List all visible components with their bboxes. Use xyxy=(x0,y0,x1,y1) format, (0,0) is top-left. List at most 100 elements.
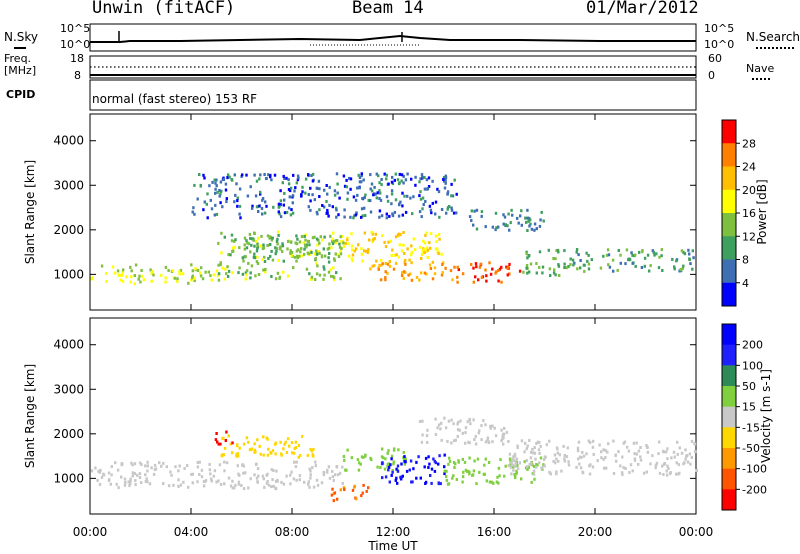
heatmap-cell xyxy=(582,454,586,458)
heatmap-cell xyxy=(360,455,364,459)
heatmap-cell xyxy=(289,251,292,255)
heatmap-cell xyxy=(569,257,572,261)
heatmap-cell xyxy=(448,459,452,463)
heatmap-cell xyxy=(438,423,441,427)
heatmap-cell xyxy=(295,259,298,263)
heatmap-cell xyxy=(290,251,294,254)
heatmap-cell xyxy=(563,266,566,269)
heatmap-cell xyxy=(270,485,273,489)
heatmap-cell xyxy=(508,272,511,276)
heatmap-cell xyxy=(442,176,446,179)
heatmap-cell xyxy=(437,462,440,466)
heatmap-cell xyxy=(293,451,296,455)
heatmap-cell xyxy=(451,476,454,480)
heatmap-cell xyxy=(331,469,334,473)
heatmap-cell xyxy=(628,258,632,262)
heatmap-cell xyxy=(399,200,402,204)
heatmap-cell xyxy=(446,192,449,196)
heatmap-cell xyxy=(468,470,471,474)
heatmap-cell xyxy=(241,256,244,260)
heatmap-cell xyxy=(164,276,167,280)
heatmap-cell xyxy=(311,193,314,197)
heatmap-cell xyxy=(625,248,629,252)
heatmap-cell xyxy=(274,486,277,490)
heatmap-cell xyxy=(588,472,592,476)
heatmap-cell xyxy=(256,467,260,471)
heatmap-cell xyxy=(357,173,360,177)
heatmap-cell xyxy=(206,216,209,220)
heatmap-cell xyxy=(215,212,219,216)
heatmap-cell xyxy=(511,213,514,217)
heatmap-cell xyxy=(236,196,239,200)
heatmap-cell xyxy=(311,453,314,457)
heatmap-cell xyxy=(360,215,363,219)
heatmap-cell xyxy=(298,254,301,258)
heatmap-cell xyxy=(164,265,168,269)
heatmap-cell xyxy=(335,208,338,212)
heatmap-cell xyxy=(338,242,341,246)
heatmap-cell xyxy=(421,196,425,200)
heatmap-cell xyxy=(292,173,295,177)
colorbar-swatch xyxy=(722,386,736,408)
heatmap-cell xyxy=(430,211,433,215)
heatmap-cell xyxy=(313,235,316,239)
heatmap-cell xyxy=(276,247,279,251)
heatmap-cell xyxy=(581,450,584,454)
heatmap-cell xyxy=(457,420,460,424)
heatmap-cell xyxy=(315,249,318,253)
heatmap-cell xyxy=(120,273,124,277)
heatmap-cell xyxy=(210,207,214,211)
y-tick-label: 3000 xyxy=(53,178,84,192)
heatmap-cell xyxy=(428,241,431,245)
colorbar-swatch xyxy=(722,427,736,449)
heatmap-cell xyxy=(488,261,491,265)
heatmap-cell xyxy=(456,428,460,432)
heatmap-cell xyxy=(672,450,676,454)
heatmap-cell xyxy=(198,271,202,275)
heatmap-cell xyxy=(260,234,263,238)
heatmap-cell xyxy=(167,269,170,272)
heatmap-cell xyxy=(258,177,261,181)
heatmap-cell xyxy=(434,200,438,204)
heatmap-cell xyxy=(289,213,293,217)
heatmap-cell xyxy=(255,249,259,253)
heatmap-cell xyxy=(327,256,330,260)
heatmap-cell xyxy=(285,451,289,454)
heatmap-cell xyxy=(341,234,344,238)
heatmap-cell xyxy=(119,278,122,282)
heatmap-cell xyxy=(398,232,401,236)
heatmap-cell xyxy=(373,264,376,268)
heatmap-cell xyxy=(390,180,394,184)
heatmap-cell xyxy=(262,435,265,439)
heatmap-cell xyxy=(300,235,304,238)
heatmap-cell xyxy=(307,482,310,486)
heatmap-cell xyxy=(144,464,147,468)
heatmap-cell xyxy=(390,202,393,206)
heatmap-cell xyxy=(391,214,395,218)
heatmap-cell xyxy=(427,185,431,188)
heatmap-cell xyxy=(217,479,220,483)
heatmap-cell xyxy=(343,184,347,188)
heatmap-cell xyxy=(557,459,560,463)
colorbar-swatch xyxy=(722,282,736,307)
heatmap-cell xyxy=(220,231,223,235)
heatmap-cell xyxy=(397,448,400,452)
heatmap-cell xyxy=(269,451,272,454)
heatmap-cell xyxy=(556,451,560,455)
heatmap-cell xyxy=(221,266,224,270)
colorbar-tick-label: 100 xyxy=(742,359,763,372)
heatmap-cell xyxy=(450,206,453,210)
heatmap-cell xyxy=(366,251,370,254)
heatmap-cell xyxy=(146,469,149,473)
heatmap-cell xyxy=(467,440,470,444)
heatmap-cell xyxy=(387,449,390,453)
heatmap-cell xyxy=(196,465,200,469)
heatmap-cell xyxy=(316,212,319,216)
heatmap-cell xyxy=(295,234,298,238)
heatmap-cell xyxy=(555,457,558,461)
heatmap-cell xyxy=(557,264,561,268)
heatmap-cell xyxy=(520,223,523,227)
heatmap-cell xyxy=(404,457,407,461)
heatmap-cell xyxy=(527,465,531,469)
heatmap-cell xyxy=(454,462,457,466)
